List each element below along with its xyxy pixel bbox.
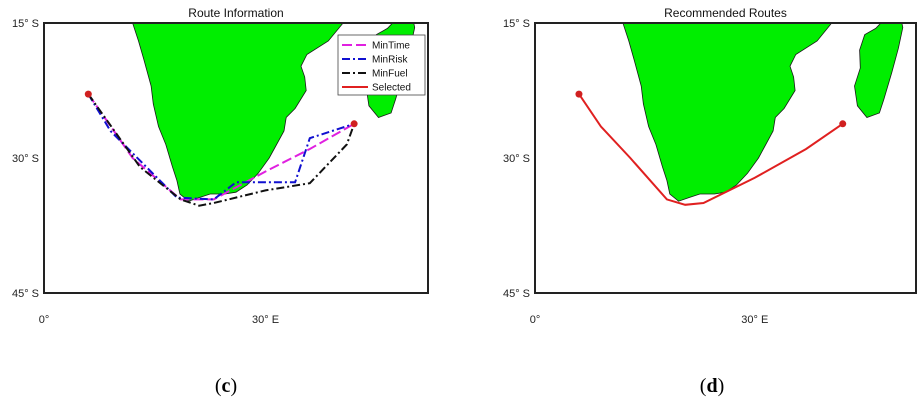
lat-tick-label: 30° S (12, 153, 39, 165)
panel-caption: (d) (700, 375, 724, 397)
route-minfuel (87, 93, 356, 207)
route-end-marker (839, 120, 847, 128)
lon-tick-label: 30° E (741, 314, 768, 326)
route-start-marker (575, 90, 583, 98)
panel-c-route-information: Route Information 15° S 30° S 45° S 0° 30° E M… (12, 6, 429, 397)
lat-tick-label: 30° S (503, 153, 530, 165)
lon-tick-label: 30° E (252, 314, 279, 326)
legend-box (337, 34, 426, 96)
lon-tick-label: 0° (530, 314, 541, 326)
panel-caption: (c) (215, 375, 237, 397)
legend-label-selected: Selected (372, 83, 411, 94)
route-selected (578, 93, 844, 206)
africa-landmass (132, 23, 344, 202)
lat-tick-label: 15° S (503, 18, 530, 30)
legend: MinTime MinRisk MinFuel Selected (337, 34, 426, 96)
lat-tick-label: 45° S (503, 288, 530, 300)
legend-label-mintime: MinTime (372, 41, 410, 52)
lon-tick-label: 0° (39, 314, 50, 326)
panel-title: Recommended Routes (664, 6, 787, 20)
lat-tick-label: 45° S (12, 288, 39, 300)
route-mintime (87, 93, 355, 201)
route-minrisk (87, 93, 355, 201)
madagascar-landmass (854, 23, 904, 118)
map-area (535, 23, 916, 293)
route-end-marker (350, 120, 358, 128)
panel-d-recommended-routes: Recommended Routes 15° S 30° S 45° S 0° 30° E… (503, 6, 917, 397)
map-frame (534, 22, 917, 294)
lat-tick-label: 15° S (12, 18, 39, 30)
legend-label-minrisk: MinRisk (372, 55, 409, 66)
map-frame (43, 22, 429, 294)
route-start-marker (84, 90, 92, 98)
legend-label-minfuel: MinFuel (372, 69, 408, 80)
panel-title: Route Information (188, 6, 283, 20)
